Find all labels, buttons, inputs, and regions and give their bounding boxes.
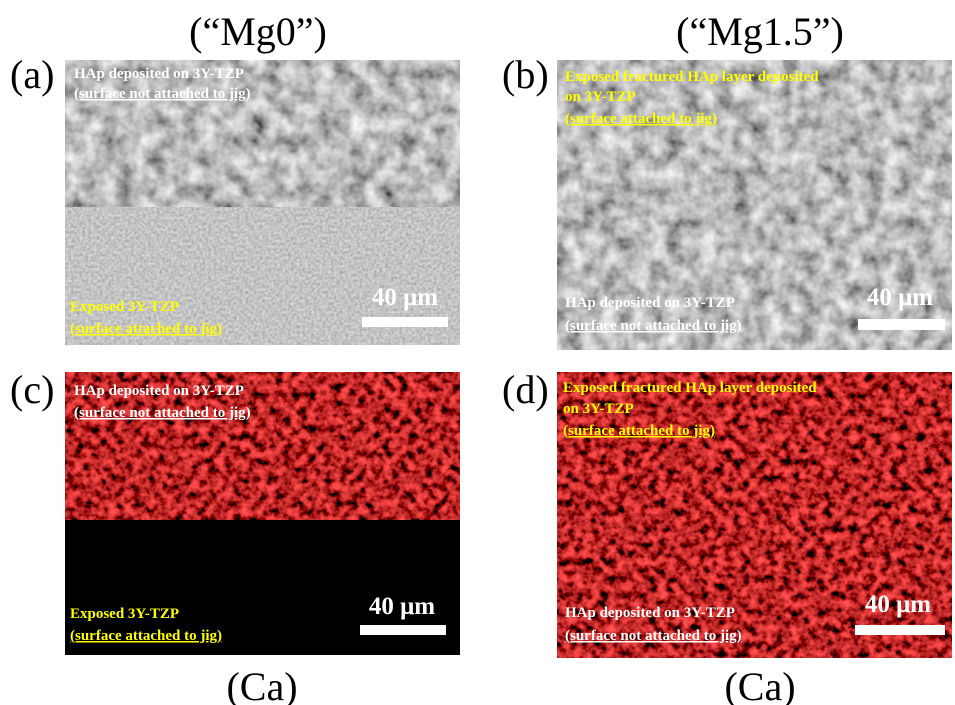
panel: (a) HAp deposited on 3Y-TZP (surface not… (10, 52, 460, 345)
annotation: HAp deposited on 3Y-TZP (74, 383, 244, 399)
scale-bar-label: 40 μm (865, 591, 931, 618)
annotation: HAp deposited on 3Y-TZP (565, 605, 735, 621)
scale-bar (360, 625, 446, 635)
annotation: Exposed 3Y-TZP (70, 299, 179, 315)
annotation: HAp deposited on 3Y-TZP (74, 66, 244, 82)
scale-bar (858, 319, 945, 330)
annotation: (surface attached to jig) (565, 111, 717, 127)
annotation: (surface attached to jig) (70, 628, 222, 644)
scale-bar-label: 40 μm (372, 284, 438, 311)
panel: (c) HAp deposited on 3Y-TZP (surface not… (10, 367, 460, 655)
panel: (d) Exposed fractured HAp layer deposite… (502, 367, 952, 658)
annotation: (surface not attached to jig) (74, 405, 251, 421)
column-title: (“Mg0”) (189, 9, 327, 54)
annotation: (surface not attached to jig) (565, 318, 742, 334)
annotation: (surface not attached to jig) (74, 86, 251, 102)
figure: (“Mg0”) (“Mg1.5”) (a) HAp deposited on 3… (0, 0, 955, 705)
annotation: on 3Y-TZP (563, 401, 634, 417)
annotation: on 3Y-TZP (565, 89, 636, 105)
panel-label: (c) (10, 367, 54, 412)
annotation: Exposed fractured HAp layer deposited (565, 69, 819, 85)
scale-bar-label: 40 μm (369, 593, 435, 620)
column-footer: (Ca) (724, 664, 795, 705)
annotation: Exposed 3Y-TZP (70, 606, 179, 622)
panel-label: (d) (502, 367, 549, 412)
annotation: (surface attached to jig) (70, 321, 222, 337)
annotation: (surface not attached to jig) (565, 628, 742, 644)
panel: (b) Exposed fractured HAp layer deposite… (502, 52, 952, 350)
sem-image (65, 60, 460, 207)
annotation: (surface attached to jig) (563, 423, 715, 439)
scale-bar (855, 625, 945, 635)
panel-label: (b) (502, 52, 549, 97)
panel-label: (a) (10, 52, 54, 97)
annotation: HAp deposited on 3Y-TZP (565, 295, 735, 311)
scale-bar (362, 317, 448, 327)
column-footer: (Ca) (226, 664, 297, 705)
column-title: (“Mg1.5”) (676, 9, 844, 54)
annotation: Exposed fractured HAp layer deposited (563, 380, 817, 396)
scale-bar-label: 40 μm (867, 284, 933, 311)
